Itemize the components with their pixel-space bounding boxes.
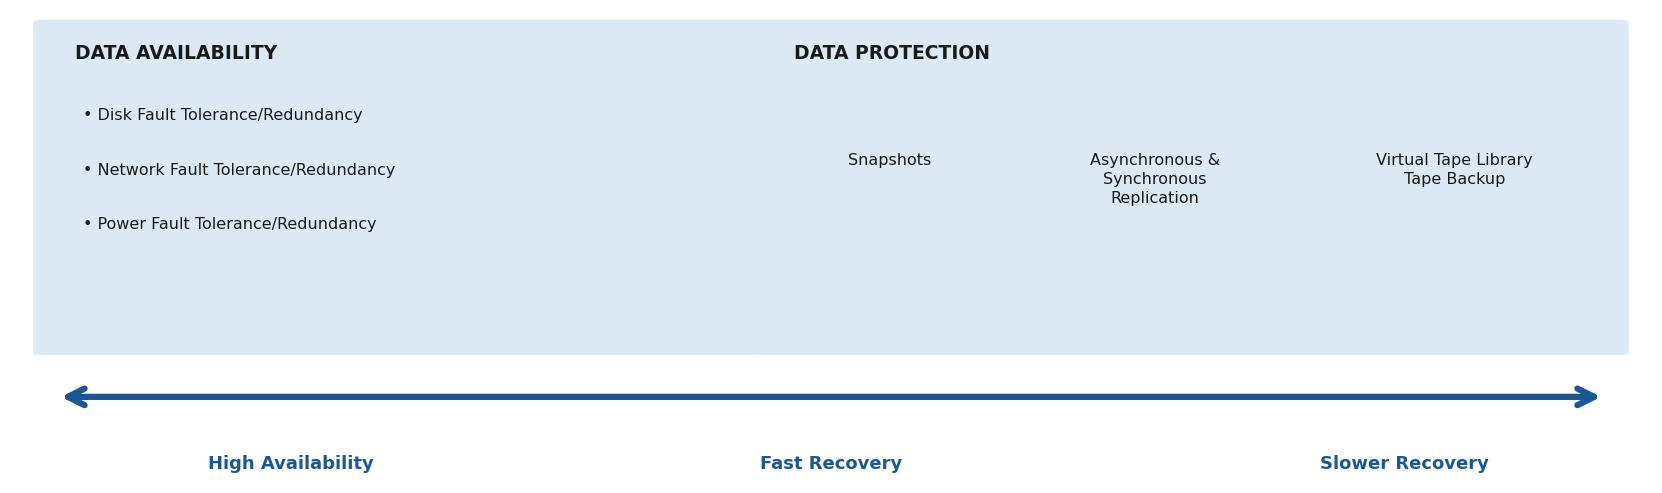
Text: Slower Recovery: Slower Recovery: [1320, 455, 1489, 473]
Text: • Power Fault Tolerance/Redundancy: • Power Fault Tolerance/Redundancy: [83, 217, 377, 232]
Text: DATA PROTECTION: DATA PROTECTION: [794, 44, 989, 64]
Text: Fast Recovery: Fast Recovery: [760, 455, 902, 473]
Text: Snapshots: Snapshots: [848, 153, 931, 168]
FancyBboxPatch shape: [33, 20, 761, 355]
Text: Asynchronous &
Synchronous
Replication: Asynchronous & Synchronous Replication: [1090, 153, 1220, 206]
Text: Virtual Tape Library
Tape Backup: Virtual Tape Library Tape Backup: [1376, 153, 1532, 187]
Text: DATA AVAILABILITY: DATA AVAILABILITY: [75, 44, 278, 64]
Text: • Disk Fault Tolerance/Redundancy: • Disk Fault Tolerance/Redundancy: [83, 108, 362, 123]
Text: • Network Fault Tolerance/Redundancy: • Network Fault Tolerance/Redundancy: [83, 163, 396, 177]
Text: High Availability: High Availability: [208, 455, 374, 473]
FancyBboxPatch shape: [753, 20, 1629, 355]
